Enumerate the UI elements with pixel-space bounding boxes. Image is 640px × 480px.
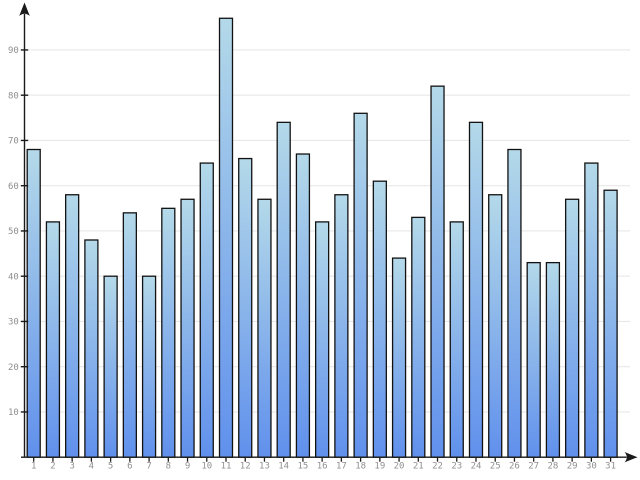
x-tick-label: 22: [432, 462, 443, 472]
bar-7: [141, 275, 157, 458]
bar-16: [314, 221, 330, 458]
x-tick-label: 9: [185, 462, 190, 472]
y-tick-label: 90: [8, 46, 19, 56]
bar-26: [507, 148, 522, 458]
x-tick-label: 20: [394, 462, 405, 472]
x-tick-label: 10: [201, 462, 212, 472]
bar-17: [334, 194, 349, 458]
bar-21: [411, 216, 426, 458]
bar-29: [564, 198, 580, 458]
y-tick-label: 50: [8, 227, 19, 237]
x-tick-label: 31: [605, 462, 616, 472]
x-tick-label: 15: [297, 462, 308, 472]
bar-31: [603, 189, 618, 458]
bar-1: [26, 148, 41, 458]
x-tick-label: 25: [490, 462, 501, 472]
bar-15: [295, 153, 311, 458]
x-tick-label: 30: [586, 462, 597, 472]
bar-8: [161, 207, 176, 458]
x-tick-label: 24: [471, 462, 482, 472]
x-tick-label: 3: [69, 462, 74, 472]
y-tick-label: 10: [8, 408, 19, 418]
y-tick-label: 20: [8, 363, 19, 373]
bar-24: [468, 121, 484, 458]
x-tick-label: 7: [146, 462, 151, 472]
x-tick-label: 14: [278, 462, 289, 472]
bar-6: [122, 212, 137, 458]
x-tick-label: 26: [509, 462, 520, 472]
x-tick-label: 2: [50, 462, 55, 472]
y-tick-label: 30: [8, 318, 19, 328]
bar-25: [488, 194, 503, 458]
x-tick-label: 17: [336, 462, 347, 472]
x-tick-label: 6: [127, 462, 132, 472]
bar-14: [276, 121, 291, 458]
bar-4: [84, 239, 99, 458]
x-tick-label: 11: [221, 462, 232, 472]
bar-23: [449, 221, 464, 458]
bar-27: [526, 261, 541, 458]
bar-18: [353, 112, 368, 458]
bar-20: [391, 257, 407, 458]
y-tick-label: 40: [8, 272, 19, 282]
x-tick-label: 4: [89, 462, 94, 472]
bar-12: [238, 157, 253, 458]
x-tick-label: 27: [528, 462, 539, 472]
x-tick-label: 19: [374, 462, 385, 472]
bar-13: [257, 198, 272, 458]
bar-30: [584, 162, 599, 458]
x-tick-label: 16: [317, 462, 328, 472]
x-tick-label: 21: [413, 462, 424, 472]
y-tick-label: 80: [8, 91, 19, 101]
x-tick-label: 12: [240, 462, 251, 472]
x-axis-arrow-icon: [624, 452, 638, 463]
x-tick-label: 1: [31, 462, 36, 472]
bar-9: [180, 198, 195, 458]
x-tick-label: 18: [355, 462, 366, 472]
bar-22: [430, 85, 445, 458]
y-tick-label: 60: [8, 182, 19, 192]
x-tick-label: 28: [547, 462, 558, 472]
x-tick-label: 8: [166, 462, 171, 472]
x-tick-label: 29: [567, 462, 578, 472]
bar-2: [45, 221, 61, 458]
y-tick-label: 70: [8, 137, 19, 147]
bar-11: [218, 17, 234, 458]
bar-5: [103, 275, 118, 458]
x-tick-label: 23: [451, 462, 462, 472]
y-axis-arrow-icon: [19, 2, 30, 16]
bar-19: [372, 180, 387, 458]
bar-10: [199, 162, 214, 458]
x-tick-label: 13: [259, 462, 270, 472]
bar-3: [65, 194, 80, 458]
bar-28: [545, 261, 561, 458]
x-tick-label: 5: [108, 462, 113, 472]
